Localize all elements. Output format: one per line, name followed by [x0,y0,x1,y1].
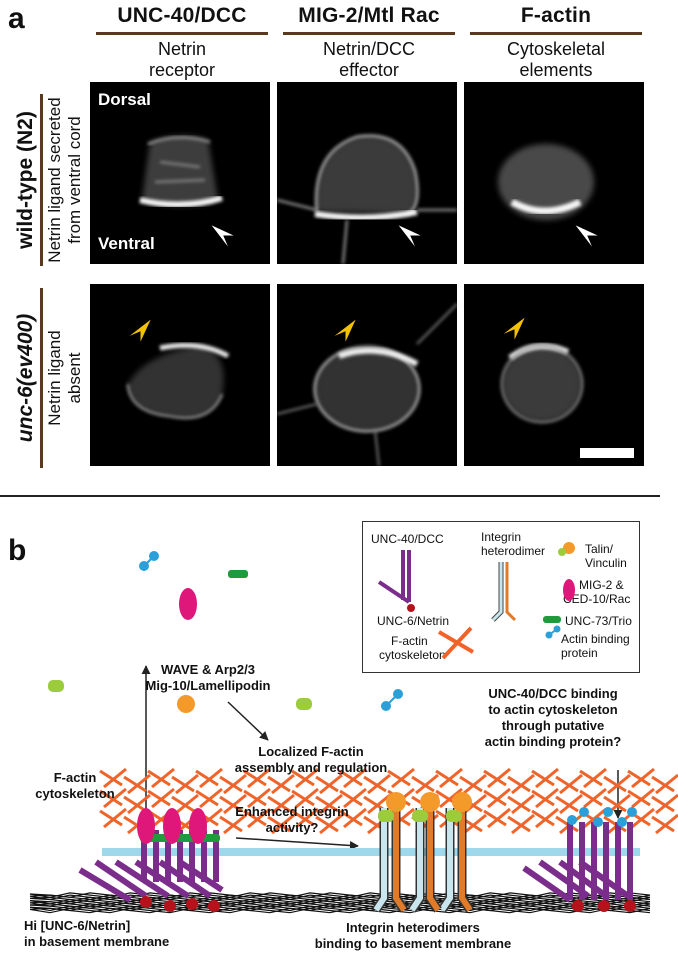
column-rule [283,32,455,35]
legend-mig2-label-2: CED-10/Rac [563,592,631,606]
arrowhead-icon [499,315,527,343]
column-subtitle: receptor [148,60,216,80]
legend-talin-label: Talin/ [585,542,614,556]
localized-factin-label: Localized F-actin assembly and regulatio… [234,744,388,775]
cell-image [126,342,230,419]
legend-integrin-label: Integrin [481,530,522,544]
legend-factin-label-2: cytoskeleton [379,648,446,662]
micrograph-wt-unc40: Dorsal Ventral [90,82,270,264]
column-header-unc40: UNC-40/DCC Netrin receptor [96,4,268,81]
cell-image [498,144,594,220]
unc40-icon [377,550,415,612]
unc40-binding-label: UNC-40/DCC binding to actin cytoskeleton… [484,686,622,749]
micrograph-unc6-unc40 [90,284,270,466]
floating-talin-icon [177,695,195,713]
cell-image [139,135,223,208]
unc40-cluster-right [522,807,637,912]
legend-abp-label: Actin binding [561,632,630,646]
cell-image [501,343,583,423]
trio-icon [543,616,561,623]
micrograph-wt-factin [464,82,644,264]
panel-a-letter: a [8,2,25,35]
column-rule [470,32,642,35]
integrin-cluster [372,792,474,913]
wave-arp-label: WAVE & Arp2/3 Mig-10/Lamellipodin [145,662,271,693]
panel-b-letter: b [8,534,27,567]
legend-factin-label: F-actin [391,634,428,648]
column-title: UNC-40/DCC [117,4,247,27]
cell-image [277,134,457,264]
column-subtitle: Netrin/DCC [322,39,415,59]
column-title: F-actin [520,4,592,27]
legend-icons [377,542,575,660]
unc40-cluster-left [78,808,224,912]
panel-separator [0,495,660,497]
column-header-factin: F-actin Cytoskeletal elements [470,4,642,81]
arrowhead-icon [573,223,601,251]
floating-abp-icon [381,689,403,711]
column-subtitle: effector [339,60,399,80]
floating-trio-icon [228,570,248,578]
factin-cytoskeleton-label: F-actin cytoskeleton [35,770,115,801]
factin-icon [437,626,475,660]
column-title: MIG-2/Mtl Rac [298,4,440,27]
arrowhead-icon [330,317,358,345]
arrowhead-icon [396,223,424,251]
column-subtitle: Cytoskeletal [506,39,606,59]
legend-unc6-label: UNC-6/Netrin [377,614,450,628]
column-subtitle: Netrin [157,39,206,59]
legend-box: UNC-40/DCC Integrin heterodimer Talin/ V… [362,521,640,673]
arrowhead-icon [209,223,237,251]
cell-membrane [102,848,640,856]
legend-mig2-label: MIG-2 & [579,578,624,592]
floating-abp-icon [139,551,159,571]
cell-image [277,303,457,466]
column-rule [96,32,268,35]
legend-unc73-label: UNC-73/Trio [565,614,632,628]
floating-vinculin-icon [296,698,312,710]
legend-talin-label-2: Vinculin [585,556,627,570]
legend-integrin-label-2: heterodimer [481,544,546,558]
micrograph-unc6-factin [464,284,644,466]
column-header-mig2: MIG-2/Mtl Rac Netrin/DCC effector [283,4,455,81]
abp-icon [545,625,561,639]
scale-bar [580,448,634,458]
column-subtitle: elements [519,60,593,80]
dorsal-label: Dorsal [98,90,151,109]
talin-icon [558,542,575,556]
rac-icon [563,579,575,601]
enhanced-integrin-label: Enhanced integrin activity? [235,804,349,835]
hi-netrin-label: Hi [UNC-6/Netrin] in basement membrane [24,918,170,949]
integrin-binding-label: Integrin heterodimers binding to basemen… [314,920,512,951]
arrowhead-icon [125,317,153,345]
micrograph-wt-mig2 [277,82,457,264]
floating-vinculin-icon [48,680,64,692]
legend-abp-label-2: protein [561,646,598,660]
micrograph-unc6-mig2 [277,284,457,466]
legend-unc40-label: UNC-40/DCC [371,532,444,546]
ventral-label: Ventral [98,234,155,253]
floating-rac-icon [179,588,197,620]
basement-membrane [29,892,651,914]
integrin-icon [491,562,517,622]
